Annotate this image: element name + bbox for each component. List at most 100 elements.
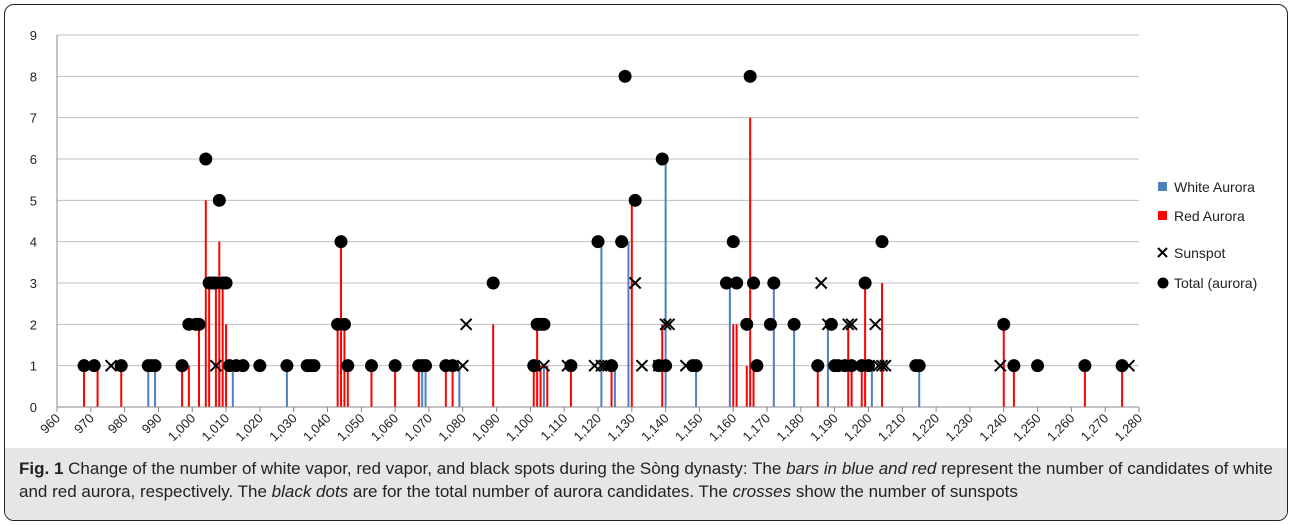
legend-white-aurora: White Aurora (1158, 179, 1255, 195)
red-aurora-bar (198, 324, 200, 407)
red-aurora-bar (746, 366, 748, 407)
total-dot (220, 277, 233, 290)
red-aurora-bar (546, 366, 548, 407)
x-tick-label: 1,020 (232, 411, 266, 445)
legend-red-aurora: Red Aurora (1158, 208, 1245, 224)
red-aurora-bar (631, 200, 633, 407)
total-dot (592, 235, 605, 248)
x-tick-label: 1,060 (368, 411, 402, 445)
red-aurora-bar (540, 366, 542, 407)
x-tick-label: 1,200 (841, 411, 875, 445)
y-tick-label: 1 (30, 359, 37, 374)
red-aurora-bar (753, 366, 755, 407)
total-dot (811, 359, 824, 372)
y-tick-label: 4 (30, 235, 37, 250)
total-dot (213, 194, 226, 207)
y-tick-label: 3 (30, 276, 37, 291)
total-dot (253, 359, 266, 372)
y-tick-label: 7 (30, 111, 37, 126)
total-dot (1007, 359, 1020, 372)
legend: White Aurora Red Aurora Sunspot Total (auro… (1158, 179, 1258, 291)
total-dot (605, 359, 618, 372)
total-dot (307, 359, 320, 372)
y-tick-label: 8 (30, 69, 37, 84)
y-tick-label: 2 (30, 317, 37, 332)
total-dot (419, 359, 432, 372)
legend-label: White Aurora (1174, 179, 1255, 195)
total-dot (389, 359, 402, 372)
x-tick-label: 1,000 (165, 411, 199, 445)
total-dot (788, 318, 801, 331)
y-tick-label: 9 (30, 28, 37, 43)
x-tick-label: 1,170 (740, 411, 774, 445)
x-tick-label: 1,150 (672, 411, 706, 445)
x-tick-label: 1,010 (199, 411, 233, 445)
caption-emph-1: bars in blue and red (786, 459, 936, 478)
total-dot (1031, 359, 1044, 372)
x-tick-label: 980 (105, 411, 131, 437)
total-dot (744, 70, 757, 83)
x-tick-label: 1,160 (706, 411, 740, 445)
x-tick-label: 990 (139, 411, 165, 437)
red-aurora-bar (732, 324, 734, 407)
white-aurora-bar (600, 242, 602, 407)
legend-total: Total (aurora) (1158, 275, 1258, 291)
total-dot (619, 70, 632, 83)
y-tick-label: 6 (30, 152, 37, 167)
total-dot (199, 153, 212, 166)
x-tick-label: 1,270 (1078, 411, 1112, 445)
white-aurora-bar (773, 283, 775, 407)
total-dot (629, 194, 642, 207)
red-aurora-bar (881, 283, 883, 407)
caption-text-4: show the number of sunspots (796, 482, 1018, 501)
legend-sunspot: Sunspot (1158, 245, 1225, 261)
red-aurora-bar (215, 283, 217, 407)
x-tick-label: 1,080 (435, 411, 469, 445)
y-tick-label: 5 (30, 193, 37, 208)
total-dot (341, 359, 354, 372)
x-tick-label: 1,260 (1044, 411, 1078, 445)
total-dot (690, 359, 703, 372)
total-dot (446, 359, 459, 372)
red-aurora-bar (205, 200, 207, 407)
total-dot (1116, 359, 1129, 372)
total-dot (656, 153, 669, 166)
white-aurora-bar (543, 366, 545, 407)
total-dot (537, 318, 550, 331)
red-aurora-bar (208, 283, 210, 407)
total-dot (280, 359, 293, 372)
x-tick-label: 1,030 (266, 411, 300, 445)
white-aurora-bar (729, 283, 731, 407)
x-tick-label: 1,100 (503, 411, 537, 445)
red-aurora-bar (97, 366, 99, 407)
red-aurora-bar (188, 366, 190, 407)
total-dot (564, 359, 577, 372)
total-dot (997, 318, 1010, 331)
total-dot (764, 318, 777, 331)
x-tick-label: 1,140 (638, 411, 672, 445)
x-tick-label: 1,220 (909, 411, 943, 445)
total-dot (338, 318, 351, 331)
white-aurora-bar (232, 366, 234, 407)
total-dot (115, 359, 128, 372)
total-dot (862, 359, 875, 372)
red-aurora-bar (222, 283, 224, 407)
x-tick-label: 1,180 (773, 411, 807, 445)
total-dot (176, 359, 189, 372)
y-tick-label: 0 (30, 400, 37, 415)
total-dot (487, 277, 500, 290)
legend-swatch (1158, 211, 1167, 220)
total-dot (527, 359, 540, 372)
total-dot (825, 318, 838, 331)
x-tick-label: 960 (37, 411, 63, 437)
total-dot (727, 235, 740, 248)
total-dot (913, 359, 926, 372)
legend-label: Total (aurora) (1174, 275, 1257, 291)
total-dot (335, 235, 348, 248)
x-tick-label: 1,130 (604, 411, 638, 445)
total-dot (149, 359, 162, 372)
red-aurora-bar (736, 324, 738, 407)
red-aurora-bar (492, 324, 494, 407)
total-dot (88, 359, 101, 372)
